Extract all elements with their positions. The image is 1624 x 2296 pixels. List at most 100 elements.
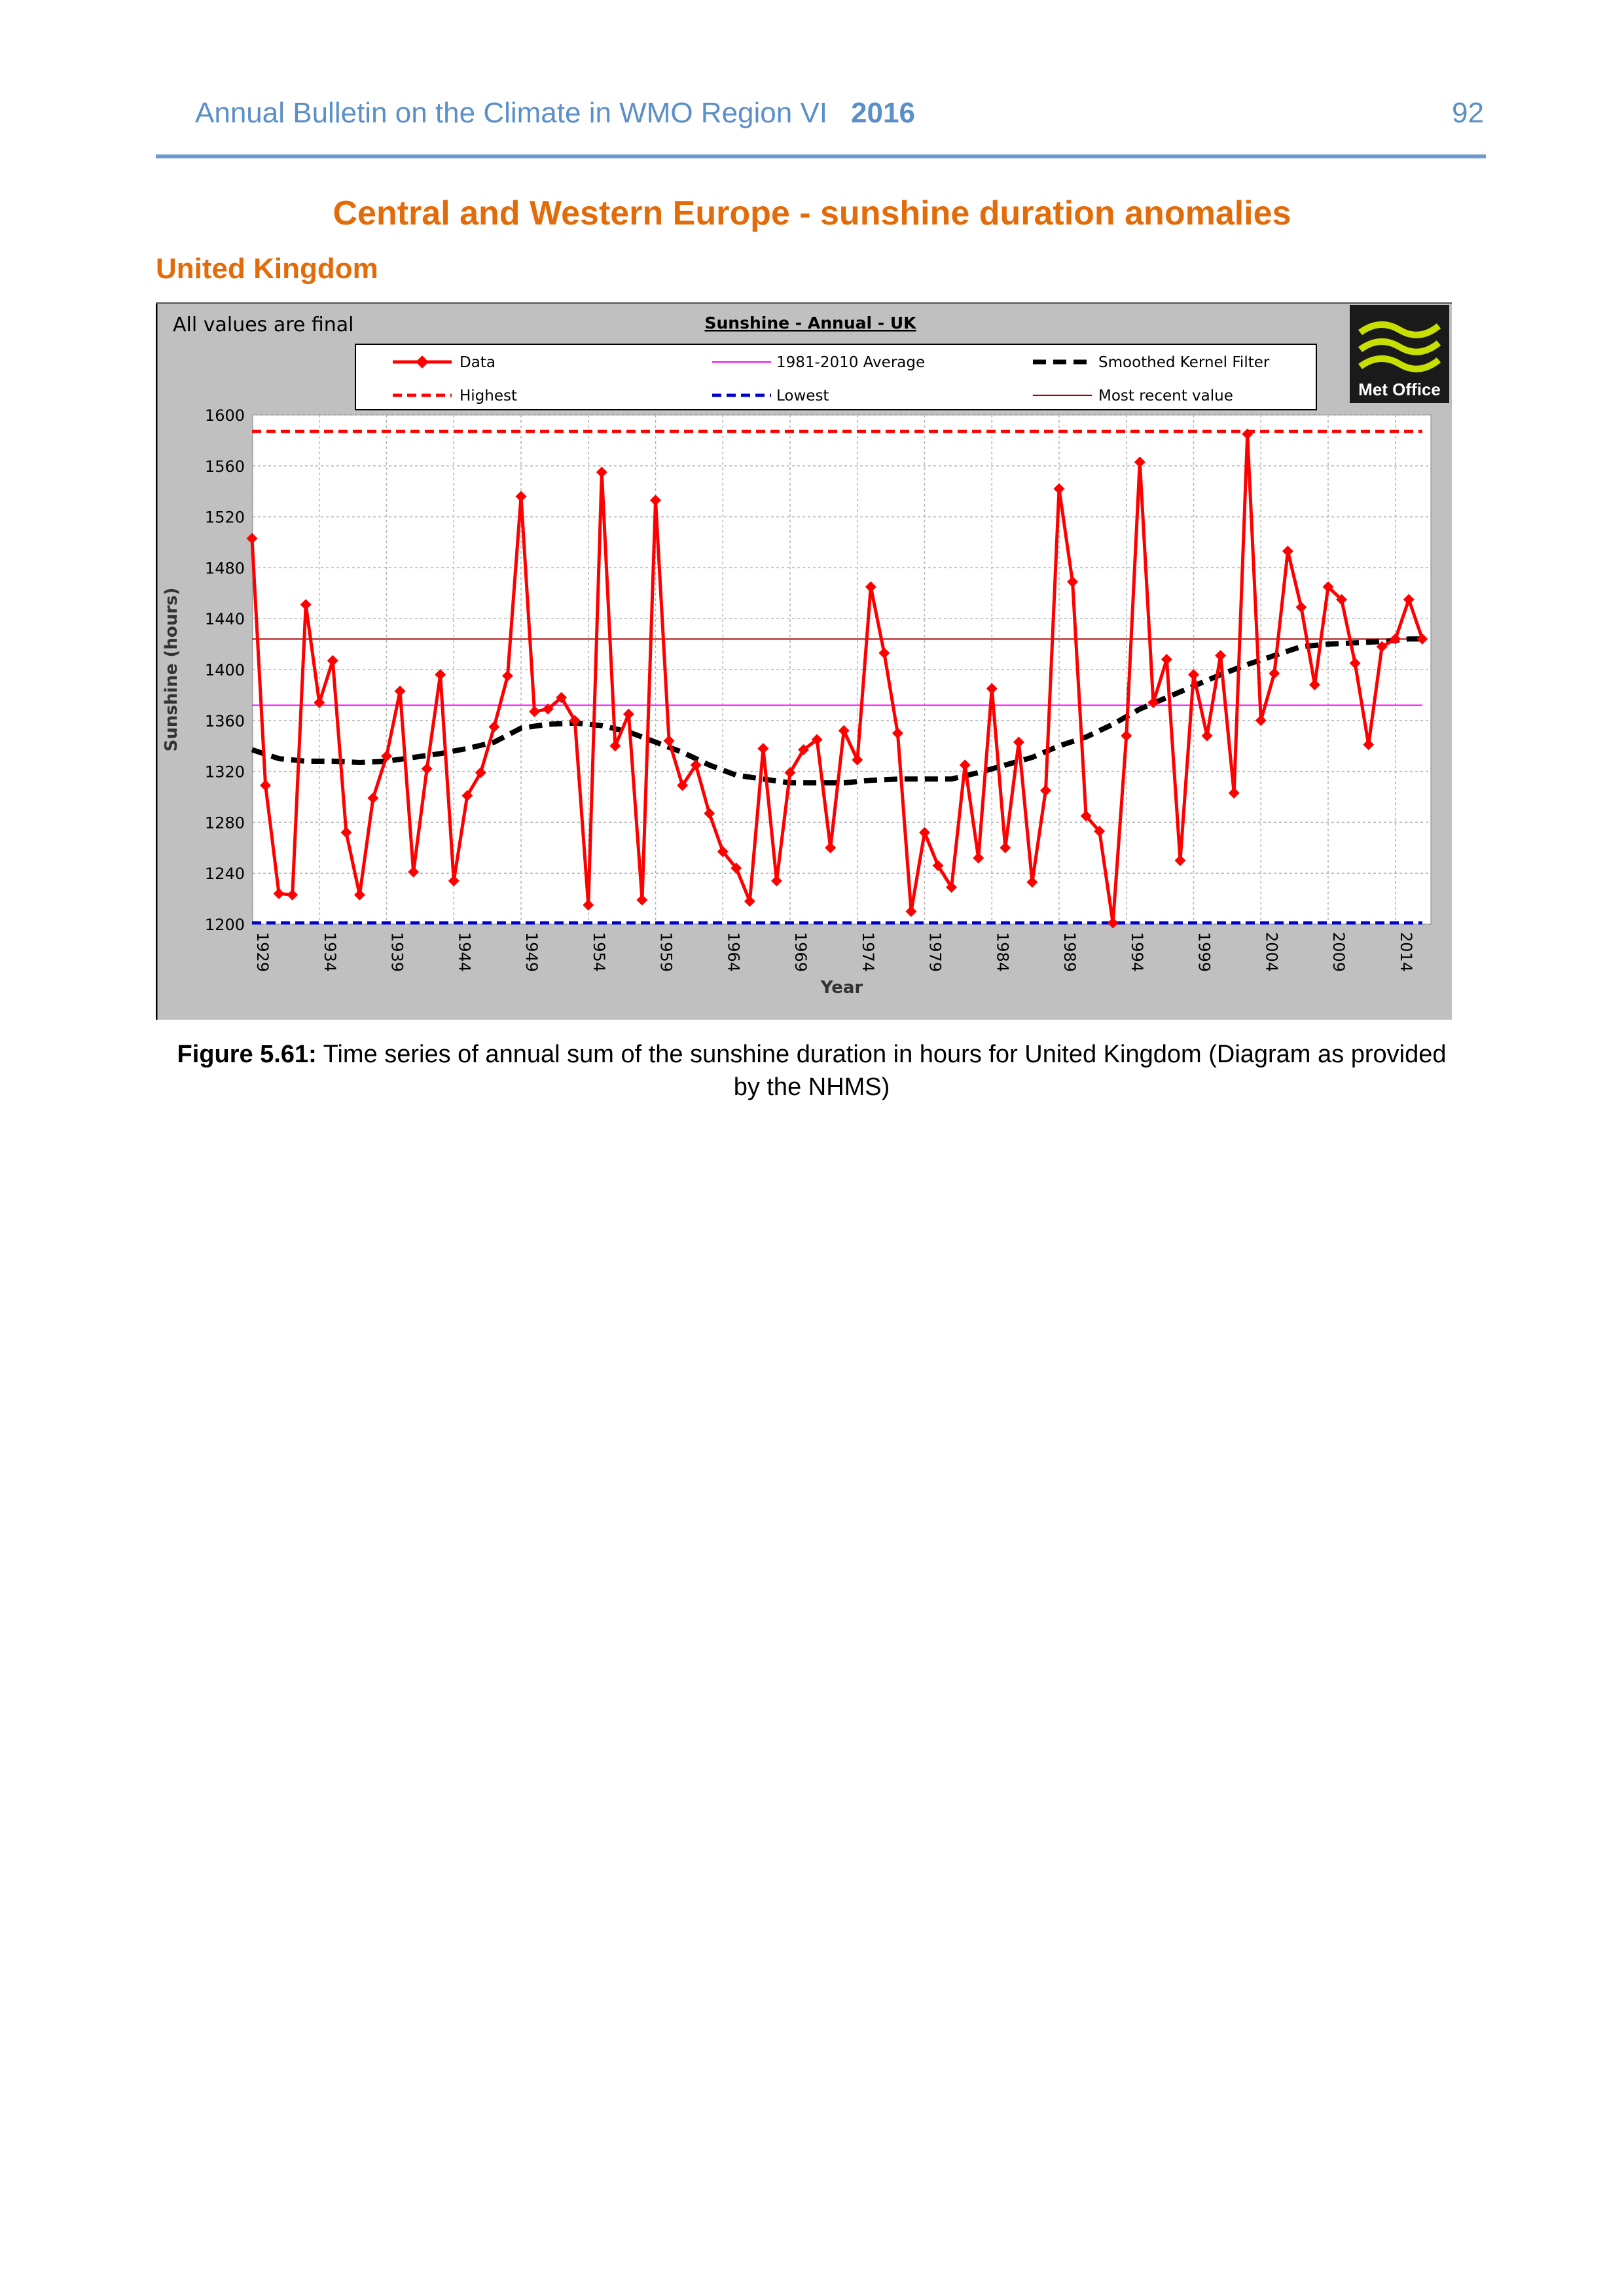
- data-point: [1308, 679, 1320, 691]
- section-title: Central and Western Europe - sunshine du…: [333, 194, 1291, 232]
- bulletin-title: Annual Bulletin on the Climate in WMO Re…: [195, 97, 828, 129]
- legend-smoothed-label: Smoothed Kernel Filter: [1098, 354, 1270, 371]
- x-tick-label: 2004: [1262, 932, 1280, 972]
- data-point: [1174, 855, 1186, 867]
- data-point: [542, 703, 554, 715]
- x-tick-label: 1974: [859, 932, 877, 972]
- data-point: [1147, 697, 1159, 709]
- x-tick-label: 1984: [993, 932, 1011, 972]
- logo-background: [1350, 305, 1449, 403]
- data-point: [260, 780, 272, 791]
- data-point: [892, 727, 903, 739]
- legend: Data 1981-2010 Average Smoothed Kernel F…: [355, 344, 1317, 410]
- sunshine-chart: All values are final Sunshine - Annual -…: [155, 302, 1452, 1020]
- data-point: [421, 763, 433, 775]
- chart-title: Sunshine - Annual - UK: [704, 314, 917, 332]
- y-tick-label: 1480: [205, 559, 245, 577]
- x-tick-labels: 1929 1934 1939 1944 1949 1954 1959 1964 1969 1974…: [253, 932, 1415, 972]
- data-point: [1416, 633, 1428, 645]
- data-point: [246, 533, 258, 545]
- x-tick-label: 1954: [590, 932, 608, 972]
- data-point: [327, 655, 338, 666]
- page-number: 92: [1452, 97, 1484, 129]
- data-point: [529, 706, 541, 717]
- logo-wave-2: [1358, 338, 1441, 355]
- data-point: [919, 827, 931, 838]
- data-point: [704, 808, 715, 819]
- x-tick-label: 1929: [253, 932, 272, 972]
- legend-average-label: 1981-2010 Average: [776, 354, 925, 371]
- data-point: [287, 889, 298, 901]
- data-point: [569, 715, 581, 726]
- data-point: [1255, 715, 1267, 726]
- y-tick-labels: 1200 1240 1280 1320 1360 1400 1440 1480 1520 1560…: [205, 406, 245, 934]
- legend-highest-label: Highest: [460, 387, 517, 404]
- data-point: [1161, 653, 1172, 665]
- x-axis-label: Year: [820, 978, 863, 997]
- data-point: [986, 683, 998, 694]
- data-point: [501, 670, 513, 682]
- data-point: [1322, 581, 1334, 593]
- y-tick-label: 1440: [205, 610, 245, 628]
- status-text: All values are final: [173, 314, 354, 336]
- figure-label: Figure 5.61:: [177, 1041, 317, 1068]
- y-tick-label: 1400: [205, 661, 245, 679]
- data-point: [771, 875, 782, 887]
- data-point: [1269, 668, 1280, 679]
- data-point: [650, 494, 661, 506]
- data-point: [1000, 842, 1011, 853]
- data-point: [757, 743, 769, 755]
- data-point: [731, 862, 742, 874]
- data-point: [300, 599, 312, 611]
- x-tick-label: 1939: [388, 932, 406, 972]
- legend-recent-label: Most recent value: [1098, 387, 1233, 404]
- y-tick-label: 1360: [205, 712, 245, 730]
- y-tick-label: 1560: [205, 457, 245, 476]
- x-tick-label: 1979: [926, 932, 945, 972]
- y-tick-label: 1520: [205, 509, 245, 527]
- met-office-logo: Met Office: [1350, 305, 1449, 403]
- x-tick-label: 1944: [455, 932, 473, 972]
- data-point: [515, 491, 527, 502]
- bulletin-year: 2016: [851, 97, 915, 129]
- logo-text: Met Office: [1358, 380, 1441, 399]
- y-tick-label: 1320: [205, 763, 245, 781]
- y-tick-label: 1280: [205, 814, 245, 832]
- data-point: [1295, 601, 1307, 613]
- data-point: [623, 708, 634, 720]
- header-title: Annual Bulletin on the Climate in WMO Re…: [195, 97, 915, 130]
- data-point: [784, 767, 796, 779]
- data-point: [865, 581, 876, 593]
- x-tick-label: 1994: [1128, 932, 1146, 972]
- data-point: [1376, 641, 1388, 653]
- chart-svg: All values are final Sunshine - Annual -…: [155, 302, 1452, 1020]
- y-tick-label: 1240: [205, 865, 245, 883]
- data-point: [825, 842, 837, 853]
- x-tick-label: 1999: [1195, 932, 1214, 972]
- data-point: [1215, 650, 1227, 662]
- x-tick-label: 1964: [724, 932, 742, 972]
- data-point: [1039, 785, 1051, 797]
- logo-wave-1: [1358, 321, 1441, 338]
- figure-caption-text: Time series of annual sum of the sunshin…: [323, 1041, 1447, 1101]
- y-tick-label: 1200: [205, 916, 245, 934]
- data-point: [1080, 810, 1092, 822]
- country-heading: United Kingdom: [156, 253, 378, 285]
- y-axis-label: Sunshine (hours): [162, 588, 181, 752]
- x-tick-label: 1934: [321, 932, 339, 972]
- legend-lowest-label: Lowest: [776, 387, 829, 404]
- y-tick-label: 1600: [205, 406, 245, 425]
- data-point: [448, 875, 460, 887]
- data-point: [1228, 787, 1240, 799]
- data-point: [1107, 917, 1119, 929]
- legend-data-label: Data: [460, 354, 496, 371]
- x-tick-label: 2014: [1397, 932, 1415, 972]
- data-point: [1282, 545, 1293, 557]
- data-point: [878, 647, 890, 659]
- logo-wave-3: [1358, 355, 1441, 372]
- reference-lines: [252, 429, 1422, 925]
- x-tick-label: 1959: [657, 932, 676, 972]
- data-point: [1403, 594, 1415, 605]
- data-point: [717, 846, 729, 857]
- data-point: [583, 899, 594, 911]
